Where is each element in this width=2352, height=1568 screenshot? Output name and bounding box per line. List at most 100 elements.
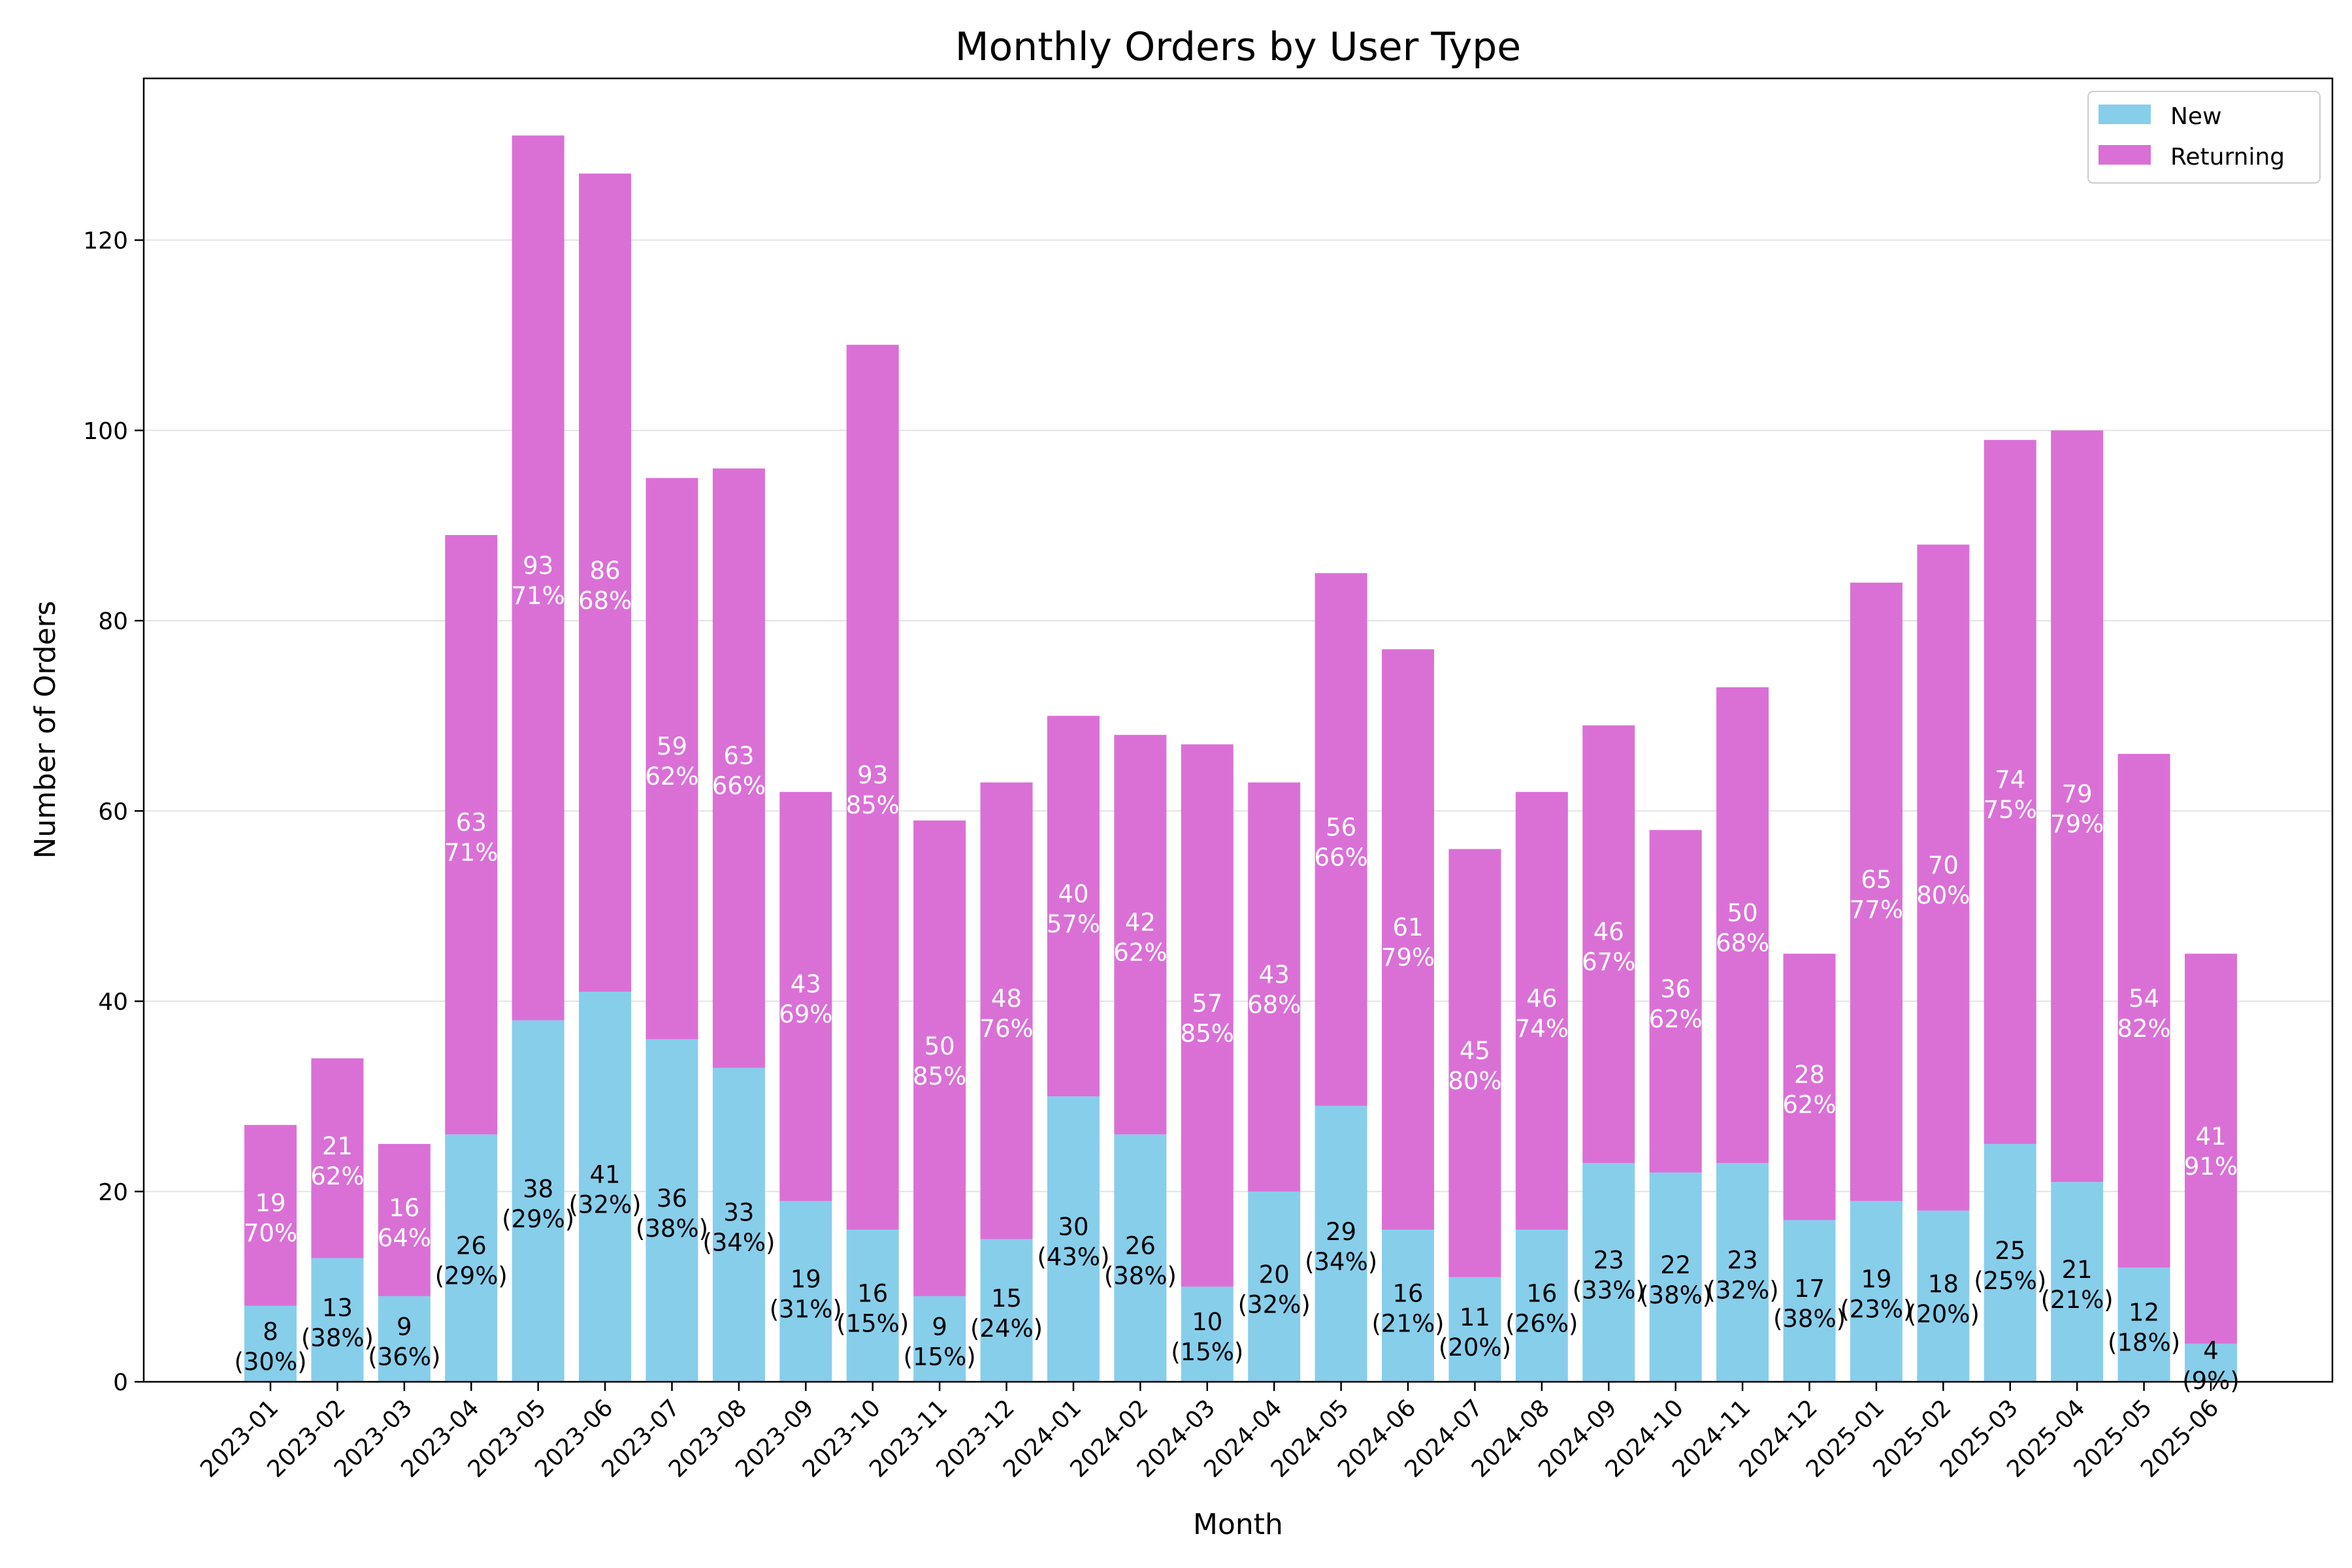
bar-label-new-percent: (32%) [1238,1290,1311,1318]
bar-label-new-value: 33 [723,1199,754,1227]
bar-new [645,1039,698,1382]
bar-returning [2117,753,2170,1268]
bar-label-returning-value: 93 [857,761,888,789]
bar-returning [1382,649,1435,1230]
bar-label-returning-value: 74 [1995,766,2025,794]
bar-new [846,1230,899,1382]
bar-new [579,991,632,1382]
bar-label-returning-percent: 69% [779,1000,832,1028]
bar-label-returning-value: 56 [1326,813,1356,841]
bar-new [913,1296,966,1382]
bar-new [244,1305,297,1382]
bar-label-returning-percent: 62% [1113,939,1167,967]
bar-label-new-percent: (26%) [1505,1310,1578,1338]
bar-label-returning-percent: 68% [1716,929,1769,957]
bar-new [2117,1267,2170,1382]
bar-label-returning-percent: 68% [1247,991,1301,1019]
bar-label-new-value: 4 [2203,1337,2219,1365]
bar-returning [779,792,832,1201]
bar-new [2185,1343,2237,1382]
bar-new [1114,1134,1167,1382]
bar-label-new-percent: (43%) [1037,1243,1109,1271]
bar-label-new-value: 20 [1259,1260,1290,1288]
bar-label-new-value: 18 [1928,1270,1959,1298]
bar-label-new-percent: (21%) [2041,1286,2114,1314]
bar-label-returning-percent: 62% [310,1162,364,1190]
bar-label-new-percent: (38%) [301,1324,374,1352]
bar-returning [1783,953,1836,1220]
bar-new [1850,1201,1903,1382]
y-tick-label: 0 [113,1369,128,1396]
bar-label-returning-value: 45 [1460,1037,1490,1065]
y-axis-title: Number of Orders [29,600,62,858]
bar-returning [1047,715,1100,1097]
bar-label-returning-value: 65 [1861,866,1891,894]
bar-label-returning-value: 50 [1727,899,1758,927]
y-tick-label: 80 [98,608,128,635]
bar-label-new-value: 41 [590,1160,621,1188]
bar-label-new-value: 23 [1593,1247,1624,1275]
bar-label-returning-value: 48 [991,985,1022,1013]
bar-label-new-value: 16 [857,1280,888,1308]
bar-label-new-value: 19 [791,1266,821,1294]
bar-label-new-value: 29 [1326,1218,1356,1246]
bar-label-new-percent: (29%) [502,1205,574,1233]
bar-label-returning-percent: 62% [1649,1005,1703,1034]
bar-label-new-value: 23 [1727,1247,1758,1275]
bar-label-returning-percent: 66% [1314,843,1367,872]
bar-label-returning-value: 46 [1526,985,1557,1013]
bar-returning [2051,430,2104,1183]
bar-label-returning-value: 59 [657,732,687,760]
bar-label-returning-percent: 74% [1515,1015,1569,1043]
bar-returning [1515,792,1568,1230]
bar-label-returning-percent: 80% [1448,1067,1501,1095]
bar-label-returning-value: 63 [456,809,487,837]
bar-label-returning-value: 43 [791,970,821,998]
bar-label-new-percent: (15%) [1171,1338,1243,1366]
bar-label-new-percent: (38%) [1639,1281,1712,1309]
x-axis-title: Month [1193,1508,1283,1541]
bar-label-new-percent: (38%) [1773,1305,1846,1333]
legend-label-returning: Returning [2170,144,2285,171]
bar-label-returning-percent: 62% [645,762,698,791]
bar-label-new-percent: (23%) [1840,1296,1912,1324]
bar-label-returning-value: 70 [1928,851,1959,879]
bar-new [1047,1096,1100,1382]
bar-label-new-value: 16 [1526,1280,1557,1308]
bar-label-returning-percent: 71% [444,839,498,867]
y-tick-label: 20 [98,1179,128,1206]
bar-new [1382,1230,1435,1382]
bar-label-new-value: 12 [2129,1299,2159,1327]
bar-new [1315,1105,1367,1382]
bar-new [1515,1230,1568,1382]
bar-returning [846,344,899,1230]
bar-returning [1582,725,1635,1164]
bar-label-returning-percent: 68% [578,587,632,615]
bar-new [779,1201,832,1382]
legend-swatch-returning [2099,145,2151,165]
bar-label-returning-value: 46 [1593,918,1624,946]
bar-returning [311,1058,364,1258]
bar-label-new-percent: (18%) [2108,1329,2180,1357]
bar-label-new-value: 16 [1392,1280,1423,1308]
bar-label-new-percent: (15%) [904,1343,976,1371]
bar-label-returning-value: 21 [322,1132,353,1160]
bar-label-new-percent: (30%) [234,1348,306,1376]
bar-label-returning-percent: 66% [712,772,766,800]
bar-label-new-value: 9 [932,1313,947,1341]
bar-label-returning-value: 19 [255,1189,286,1217]
bar-new [445,1134,498,1382]
bar-label-returning-percent: 64% [378,1224,431,1252]
bar-returning [980,782,1033,1239]
bar-label-new-value: 15 [991,1284,1022,1313]
chart-title: Monthly Orders by User Type [955,24,1521,70]
bar-new [1181,1286,1233,1382]
bar-label-returning-percent: 75% [1984,796,2037,824]
bar-label-new-percent: (20%) [1439,1333,1511,1362]
bar-label-new-percent: (29%) [435,1262,508,1290]
bar-new [1448,1277,1501,1382]
bar-new [1984,1143,2036,1382]
bar-new [378,1296,431,1382]
bar-label-returning-value: 86 [590,557,621,585]
